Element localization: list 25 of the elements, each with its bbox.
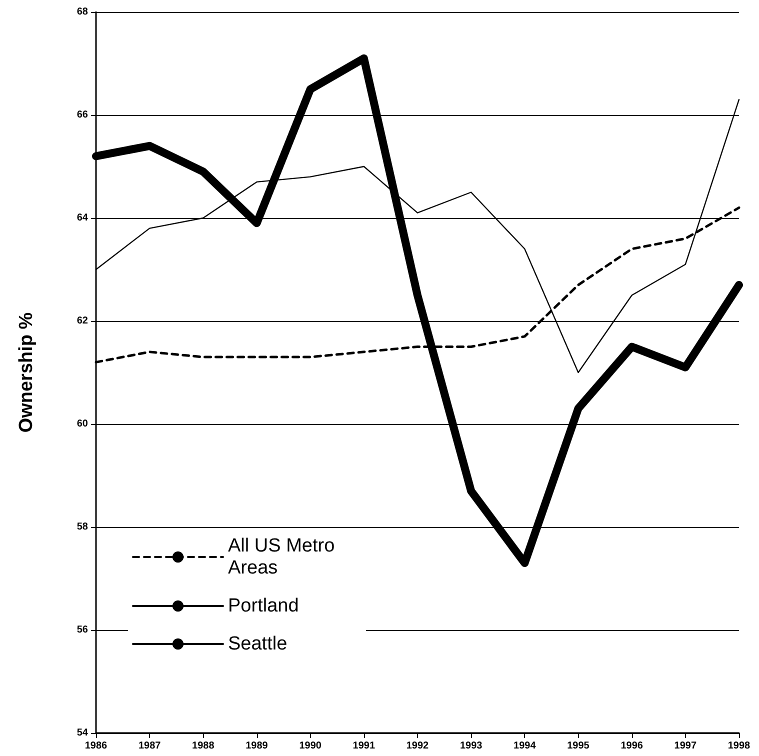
legend-label: Portland <box>228 596 299 616</box>
y-tick-label: 64 <box>76 212 88 224</box>
y-tick-label: 54 <box>76 728 88 738</box>
legend-label: All US Metro Areas <box>228 536 340 578</box>
x-tick-label: 1995 <box>567 740 590 752</box>
legend-label: Seattle <box>228 634 288 654</box>
x-tick-label: 1993 <box>460 740 483 752</box>
x-tick-label: 1991 <box>352 740 376 752</box>
y-tick-label: 56 <box>76 624 88 636</box>
y-tick-label: 60 <box>76 418 88 430</box>
x-tick-label: 1998 <box>728 740 751 752</box>
y-tick-label: 66 <box>76 110 88 120</box>
x-tick-label: 1988 <box>192 740 215 752</box>
y-tick-label: 68 <box>76 6 88 18</box>
y-axis-title: Ownership % <box>16 312 37 433</box>
x-tick-label: 1997 <box>674 740 697 752</box>
y-tick-label: 62 <box>76 316 88 326</box>
x-tick-label: 1996 <box>620 740 644 752</box>
x-tick-label: 1990 <box>299 740 322 752</box>
x-tick-label: 1992 <box>406 740 430 752</box>
x-tick-label: 1986 <box>84 740 108 752</box>
x-tick-label: 1987 <box>138 740 162 752</box>
x-tick-label: 1989 <box>246 740 268 752</box>
x-tick-label: 1994 <box>514 740 536 752</box>
y-tick-label: 58 <box>76 522 88 532</box>
